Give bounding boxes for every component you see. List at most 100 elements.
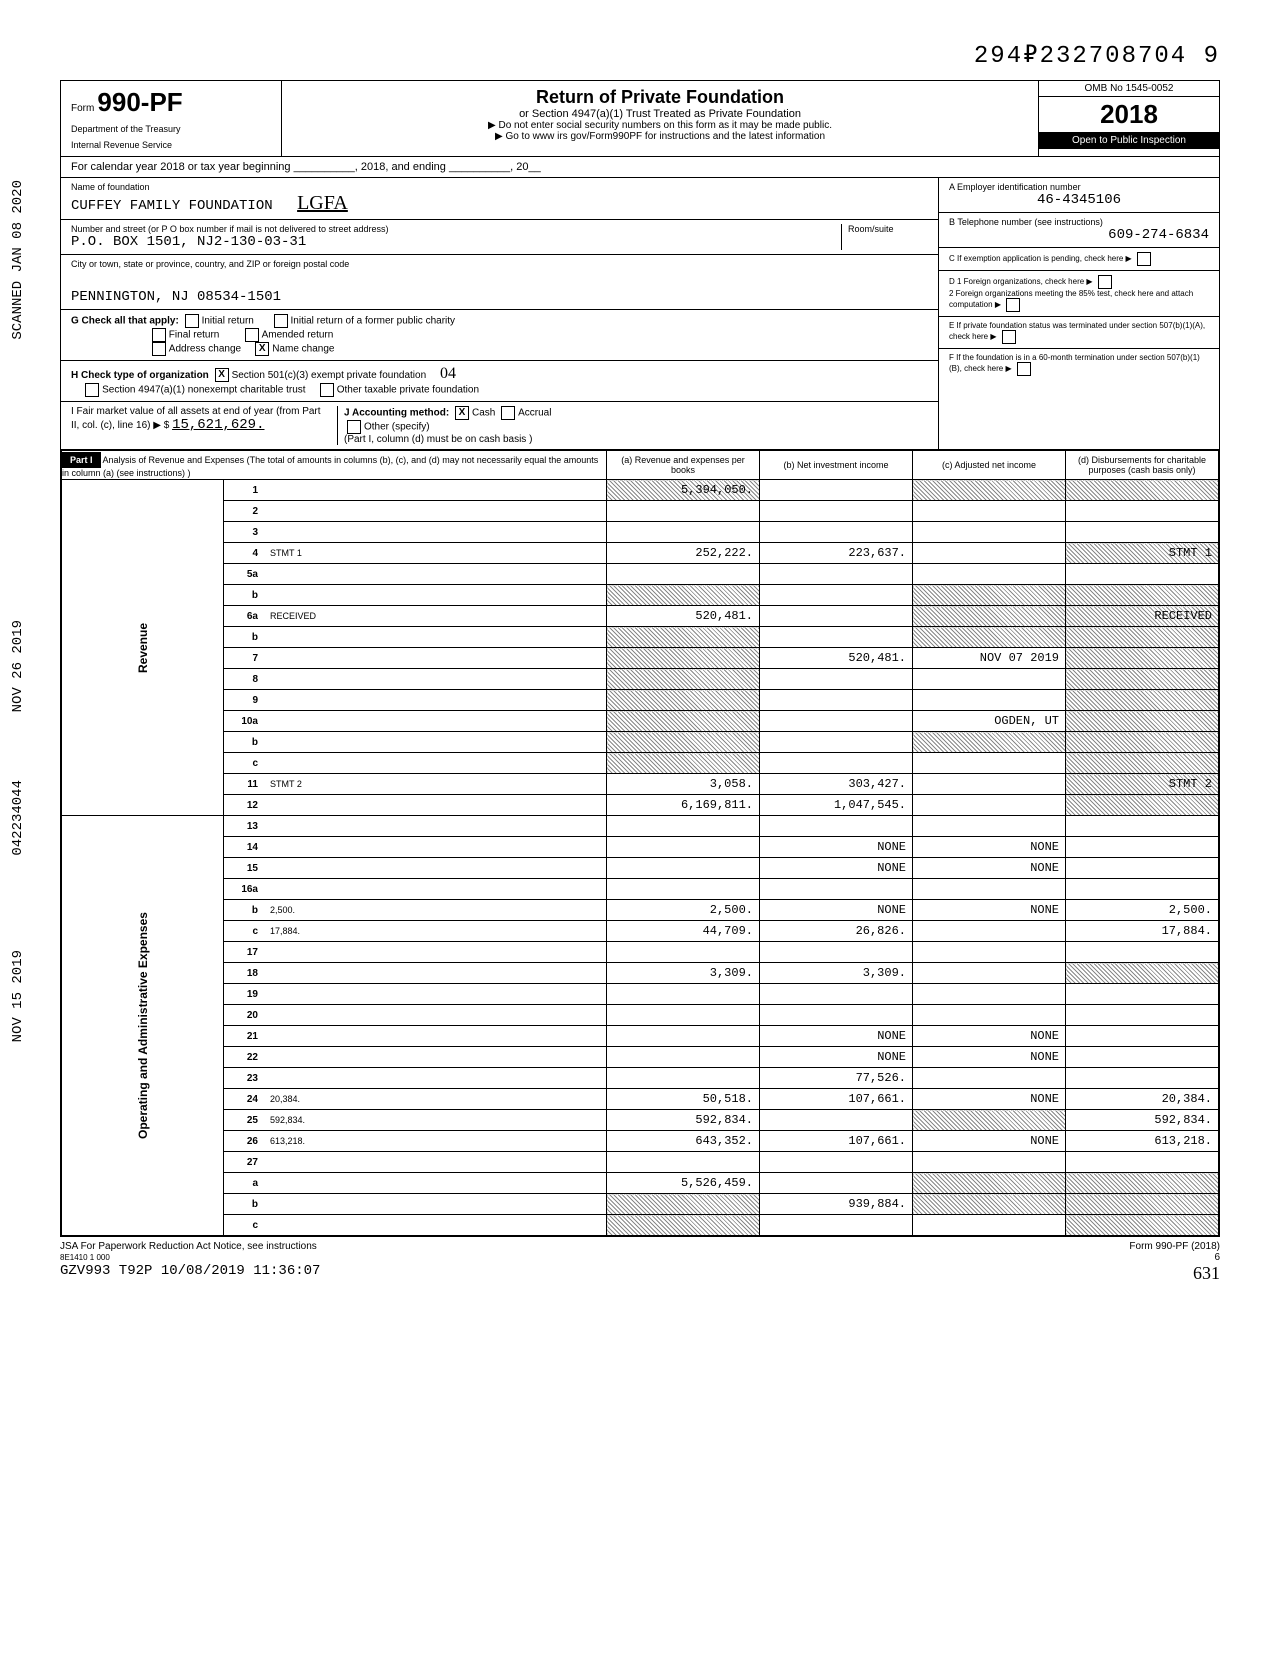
amount-cell: RECEIVED: [1066, 606, 1219, 627]
line-number: 22: [224, 1047, 265, 1068]
footer-left: JSA For Paperwork Reduction Act Notice, …: [60, 1241, 320, 1284]
amount-cell: 50,518.: [607, 1089, 760, 1110]
line-number: 17: [224, 942, 265, 963]
checkbox-other-method[interactable]: [347, 420, 361, 434]
table-row: 22NONENONE: [62, 1047, 1219, 1068]
amount-cell: [607, 942, 760, 963]
amount-cell: 223,637.: [760, 543, 913, 564]
amount-cell: [913, 963, 1066, 984]
table-row: Operating and Administrative Expenses13: [62, 816, 1219, 837]
line-number: 4: [224, 543, 265, 564]
amount-cell: 3,309.: [607, 963, 760, 984]
part1-table: Part I Analysis of Revenue and Expenses …: [61, 450, 1219, 1236]
line-number: 3: [224, 522, 265, 543]
line-number: 11: [224, 774, 265, 795]
amount-cell: [1066, 858, 1219, 879]
line-number: 2: [224, 501, 265, 522]
line-number: 8: [224, 669, 265, 690]
line-description: [264, 879, 607, 900]
side-label-expenses: Operating and Administrative Expenses: [62, 816, 224, 1236]
amount-cell: STMT 2: [1066, 774, 1219, 795]
amount-cell: NONE: [913, 858, 1066, 879]
amount-cell: [913, 879, 1066, 900]
line-number: 19: [224, 984, 265, 1005]
amount-cell: [760, 732, 913, 753]
col-b-header: (b) Net investment income: [760, 451, 913, 480]
checkbox-address-change[interactable]: [152, 342, 166, 356]
checkbox-accrual[interactable]: [501, 406, 515, 420]
amount-cell: [913, 1173, 1066, 1194]
checkbox-d2[interactable]: [1006, 298, 1020, 312]
line-description: [264, 1047, 607, 1068]
amount-cell: 20,384.: [1066, 1089, 1219, 1110]
line-description: [264, 501, 607, 522]
amount-cell: [760, 585, 913, 606]
line-description: [264, 942, 607, 963]
amount-cell: 252,222.: [607, 543, 760, 564]
line-number: 13: [224, 816, 265, 837]
amount-cell: OGDEN, UT: [913, 711, 1066, 732]
checkbox-501c3[interactable]: X: [215, 368, 229, 382]
line-number: b: [224, 732, 265, 753]
line-description: 613,218.: [264, 1131, 607, 1152]
phone-label: B Telephone number (see instructions): [949, 217, 1209, 227]
amount-cell: [1066, 753, 1219, 774]
checkbox-d1[interactable]: [1098, 275, 1112, 289]
amount-cell: 2,500.: [1066, 900, 1219, 921]
table-row: 8: [62, 669, 1219, 690]
line-description: RECEIVED: [264, 606, 607, 627]
amount-cell: [607, 1152, 760, 1173]
line-description: [264, 1005, 607, 1026]
table-row: 27: [62, 1152, 1219, 1173]
footer-code: 8E1410 1 000: [60, 1253, 110, 1262]
amount-cell: 613,218.: [1066, 1131, 1219, 1152]
table-row: 21NONENONE: [62, 1026, 1219, 1047]
amount-cell: 592,834.: [1066, 1110, 1219, 1131]
amount-cell: [607, 816, 760, 837]
document-stamp-number: 294₽232708704 9: [60, 40, 1220, 70]
checkbox-cash[interactable]: X: [455, 406, 469, 420]
checkbox-final-return[interactable]: [152, 328, 166, 342]
part1-title: Analysis of Revenue and Expenses (The to…: [62, 455, 598, 478]
amount-cell: [1066, 942, 1219, 963]
checkbox-4947[interactable]: [85, 383, 99, 397]
checkbox-e[interactable]: [1002, 330, 1016, 344]
side-label-revenue: Revenue: [62, 480, 224, 816]
line-description: [264, 669, 607, 690]
amount-cell: NONE: [760, 837, 913, 858]
line-description: [264, 732, 607, 753]
amount-cell: NONE: [913, 1047, 1066, 1068]
checkbox-name-change[interactable]: X: [255, 342, 269, 356]
checkbox-amended-return[interactable]: [245, 328, 259, 342]
line-number: 12: [224, 795, 265, 816]
checkbox-other-taxable[interactable]: [320, 383, 334, 397]
table-row: 9: [62, 690, 1219, 711]
col-a-header: (a) Revenue and expenses per books: [607, 451, 760, 480]
amount-cell: [913, 501, 1066, 522]
checkbox-initial-former[interactable]: [274, 314, 288, 328]
amount-cell: 303,427.: [760, 774, 913, 795]
table-row: b2,500.2,500.NONENONE2,500.: [62, 900, 1219, 921]
amount-cell: 939,884.: [760, 1194, 913, 1215]
line-description: [264, 837, 607, 858]
table-row: c: [62, 1215, 1219, 1236]
line-number: 15: [224, 858, 265, 879]
col-c-header: (c) Adjusted net income: [913, 451, 1066, 480]
amount-cell: 107,661.: [760, 1131, 913, 1152]
amount-cell: [913, 564, 1066, 585]
amount-cell: [760, 1215, 913, 1236]
checkbox-c[interactable]: [1137, 252, 1151, 266]
c-row: C If exemption application is pending, c…: [939, 248, 1219, 271]
line-number: b: [224, 627, 265, 648]
amount-cell: [607, 1047, 760, 1068]
table-row: c17,884.44,709.26,826.17,884.: [62, 921, 1219, 942]
amount-cell: [913, 753, 1066, 774]
d-row: D 1 Foreign organizations, check here ▶ …: [939, 271, 1219, 317]
table-row: 25592,834.592,834.592,834.: [62, 1110, 1219, 1131]
line-description: [264, 1026, 607, 1047]
checkbox-f[interactable]: [1017, 362, 1031, 376]
table-row: 3: [62, 522, 1219, 543]
line-description: [264, 753, 607, 774]
checkbox-initial-return[interactable]: [185, 314, 199, 328]
city-value: PENNINGTON, NJ 08534-1501: [71, 289, 928, 305]
